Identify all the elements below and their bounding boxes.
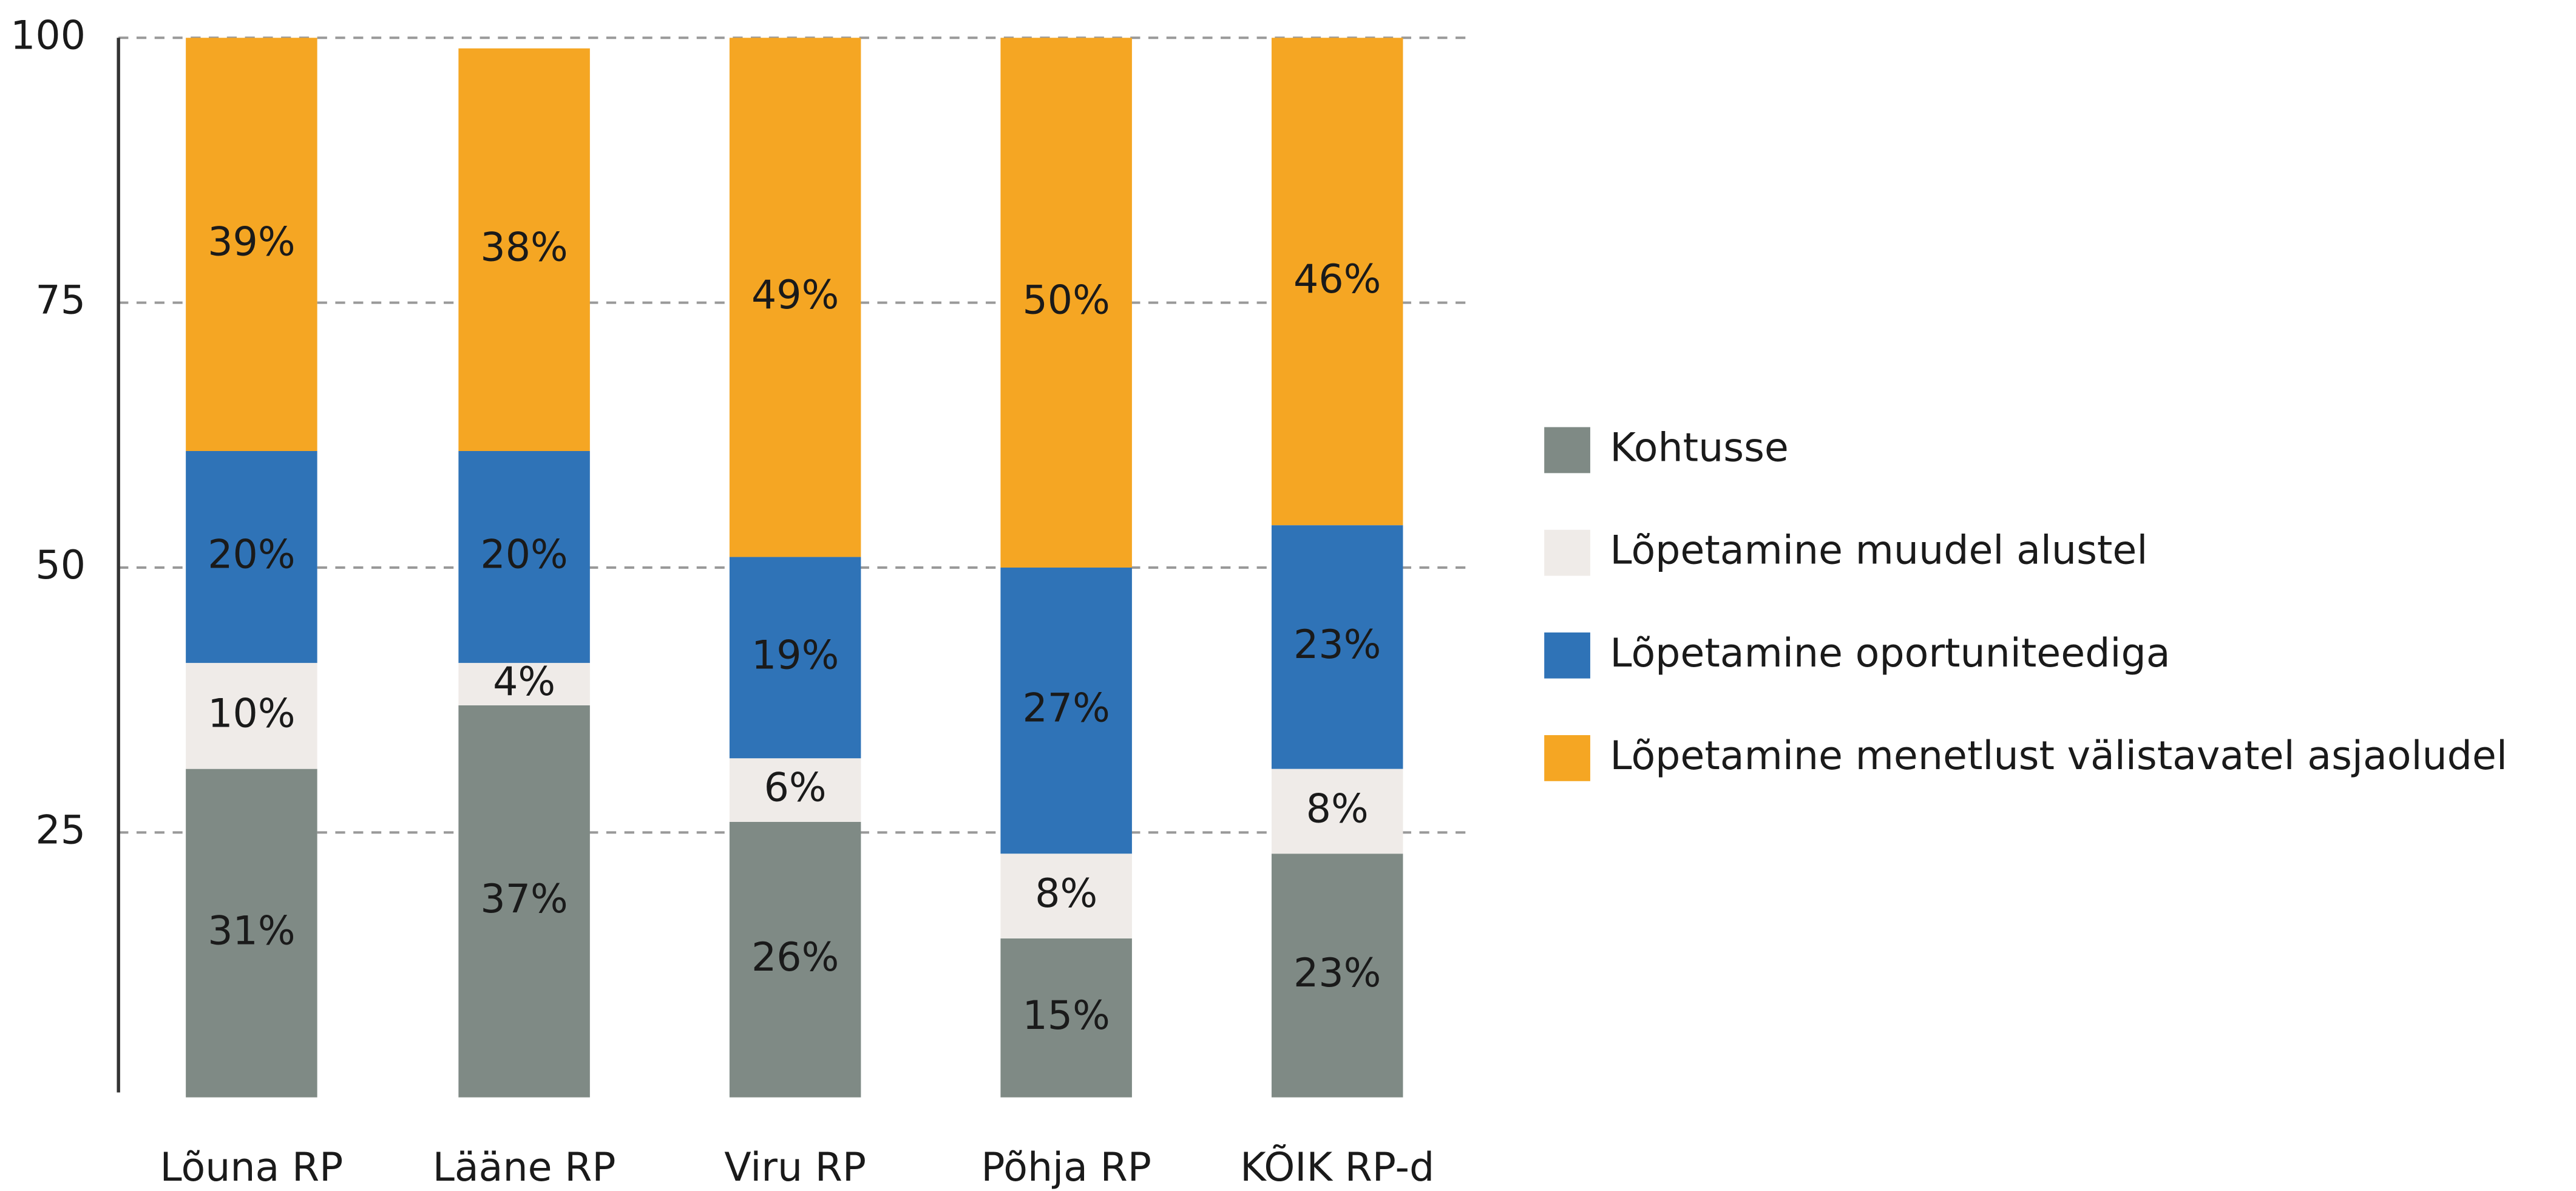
x-tick-label: Viru RP bbox=[724, 1145, 866, 1190]
data-label: 38% bbox=[480, 225, 568, 270]
data-label: 8% bbox=[1306, 787, 1369, 832]
bar-segment bbox=[186, 663, 317, 769]
legend-label: Lõpetamine menetlust välistavatel asjaol… bbox=[1610, 733, 2507, 779]
bar-segment bbox=[1000, 853, 1132, 938]
data-label: 20% bbox=[208, 532, 295, 578]
data-label: 23% bbox=[1293, 951, 1381, 996]
bar-segment bbox=[186, 769, 317, 1098]
bar-segment bbox=[458, 450, 590, 663]
data-label: 15% bbox=[1022, 993, 1110, 1039]
data-label: 6% bbox=[764, 765, 827, 811]
data-label: 23% bbox=[1293, 622, 1381, 668]
x-tick-label: KÕIK RP-d bbox=[1240, 1144, 1434, 1190]
data-label: 39% bbox=[208, 220, 295, 265]
bar-segment bbox=[458, 705, 590, 1098]
bar-segment bbox=[1271, 769, 1403, 854]
legend-swatch bbox=[1544, 529, 1590, 576]
bar-segment bbox=[186, 38, 317, 451]
bar-segment bbox=[1000, 938, 1132, 1098]
data-label: 8% bbox=[1035, 871, 1097, 917]
legend-swatch bbox=[1544, 632, 1590, 679]
data-label: 49% bbox=[751, 273, 839, 318]
bar-segment bbox=[186, 450, 317, 663]
bar-segment bbox=[729, 758, 861, 822]
bar-segment bbox=[1000, 38, 1132, 568]
bar-segment bbox=[458, 663, 590, 705]
bar-segment bbox=[1271, 38, 1403, 526]
legend-label: Lõpetamine oportuniteediga bbox=[1610, 631, 2170, 676]
bar-segment bbox=[729, 38, 861, 557]
data-label: 37% bbox=[480, 877, 568, 922]
data-label: 50% bbox=[1022, 278, 1110, 324]
y-tick-label: 25 bbox=[35, 807, 86, 853]
data-label: 27% bbox=[1022, 686, 1110, 731]
data-label: 20% bbox=[480, 532, 568, 578]
legend-swatch bbox=[1544, 427, 1590, 473]
y-tick-label: 50 bbox=[35, 543, 86, 588]
data-label: 4% bbox=[493, 659, 555, 705]
legend-label: Kohtusse bbox=[1610, 426, 1788, 471]
data-label: 10% bbox=[208, 691, 295, 736]
y-tick-label: 100 bbox=[10, 13, 86, 58]
bar-segment bbox=[1271, 853, 1403, 1098]
bar-segment bbox=[1000, 567, 1132, 854]
x-tick-label: Põhja RP bbox=[981, 1145, 1151, 1190]
bar-segment bbox=[729, 557, 861, 759]
x-tick-label: Lääne RP bbox=[433, 1145, 616, 1190]
bar-segment bbox=[1271, 525, 1403, 769]
legend-swatch bbox=[1544, 735, 1590, 781]
bar-segment bbox=[458, 48, 590, 451]
data-label: 31% bbox=[208, 908, 295, 954]
y-tick-label: 75 bbox=[35, 278, 86, 324]
bar-segment bbox=[729, 821, 861, 1098]
data-label: 19% bbox=[751, 633, 839, 678]
data-label: 46% bbox=[1293, 257, 1381, 302]
data-label: 26% bbox=[751, 935, 839, 980]
x-tick-label: Lõuna RP bbox=[160, 1145, 343, 1190]
legend-label: Lõpetamine muudel alustel bbox=[1610, 528, 2147, 574]
